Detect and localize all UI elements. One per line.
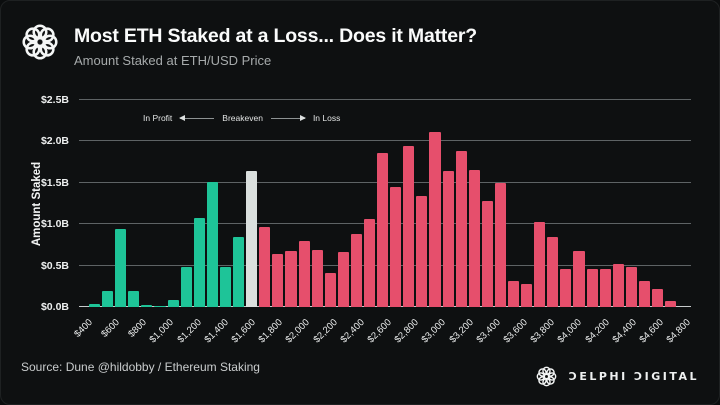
bar-$3,400 [481, 201, 493, 307]
bar-$800 [141, 304, 153, 307]
bar-$4,300 [599, 268, 611, 307]
x-tick-label: $2,800 [392, 317, 422, 346]
bar-$2,900 [416, 196, 428, 307]
bar-$2,300 [337, 251, 349, 307]
x-tick-label: $1,800 [256, 317, 286, 346]
bar-$500 [102, 291, 114, 307]
bar-$700 [128, 291, 140, 307]
bar-$3,800 [534, 221, 546, 307]
bar-$1,800 [272, 254, 284, 307]
breakeven-label: Breakeven [222, 113, 263, 123]
x-tick-label: $4,800 [664, 317, 694, 346]
y-tick-label: $2.0B [40, 135, 69, 148]
y-tick-label: $1.5B [40, 176, 69, 189]
source-credit: Source: Dune @hildobby / Ethereum Stakin… [21, 360, 260, 374]
y-axis-ticks: $0.0B $0.5B $1.0B $1.5B $2.0B $2.5B [1, 94, 73, 313]
bar-$4,200 [586, 268, 598, 307]
bar-$2,200 [324, 273, 336, 307]
bar-$2,500 [363, 219, 376, 307]
x-tick-label: $4,600 [637, 317, 666, 346]
page-title: Most ETH Staked at a Loss... Does it Mat… [74, 25, 477, 47]
page-subtitle: Amount Staked at ETH/USD Price [74, 53, 272, 68]
delphi-logo-icon [536, 366, 557, 387]
bars-group [89, 100, 677, 307]
arrow-left-icon [179, 114, 215, 121]
x-tick-label: $3,800 [528, 317, 558, 346]
bar-$1,700 [259, 226, 271, 307]
x-axis-ticks: $400 $600 $800 $1,000 $1,200 $1,400 $1,600 $1,8… [72, 310, 694, 358]
x-tick-label: $800 [126, 317, 150, 340]
bar-$1,500 [233, 236, 245, 307]
bar-$3,500 [494, 182, 506, 307]
x-tick-label: $1,200 [175, 317, 204, 346]
x-tick-label: $4,200 [583, 317, 612, 346]
bar-$2,800 [403, 145, 415, 307]
bar-$600 [115, 229, 127, 307]
bar-$1,400 [219, 267, 232, 307]
staked-eth-bar-chart: Amount Staked $0.0B $0.5B $1.0B $1.5B $2.0B $… [1, 94, 720, 359]
delphi-logo-icon [22, 24, 58, 60]
in-profit-label: In Profit [143, 113, 173, 123]
bar-$4,100 [573, 250, 585, 307]
bar-$2,000 [298, 240, 310, 307]
y-tick-label: $0.0B [40, 301, 69, 313]
x-tick-label: $400 [71, 317, 95, 340]
bar-$3,300 [468, 170, 480, 307]
bar-$3,000 [429, 132, 441, 307]
bar-$1,200 [193, 218, 205, 307]
x-tick-label: $3,400 [474, 317, 503, 346]
x-tick-label: $4,400 [610, 317, 639, 346]
bar-$4,600 [638, 281, 651, 307]
bar-$1,000 [167, 300, 179, 307]
bar-$400 [89, 303, 101, 307]
bar-$1,100 [180, 267, 192, 307]
y-tick-label: $2.5B [40, 94, 69, 106]
x-tick-label: $1,400 [202, 317, 231, 346]
bar-$1,600 [246, 171, 258, 307]
y-tick-label: $1.0B [40, 218, 69, 231]
x-tick-label: $600 [99, 317, 122, 340]
bar-$3,900 [547, 237, 559, 307]
bar-$3,200 [455, 151, 467, 307]
gridline [79, 99, 691, 100]
bar-$3,700 [521, 283, 533, 307]
gridline [79, 140, 691, 142]
arrow-right-icon [270, 114, 306, 121]
in-loss-label: In Loss [312, 113, 341, 123]
x-tick-label: $2,600 [365, 317, 394, 346]
bar-$2,100 [311, 249, 323, 307]
bar-$4,500 [625, 267, 637, 307]
bar-$2,600 [377, 153, 389, 307]
y-tick-label: $0.5B [40, 259, 69, 272]
x-tick-label: $3,600 [501, 317, 530, 346]
bar-$1,300 [206, 181, 218, 307]
bar-$3,600 [508, 281, 520, 307]
x-tick-label: $4,000 [555, 317, 585, 346]
plot-area: In Profit Breakeven In Loss [79, 99, 691, 307]
x-tick-label: $1,600 [229, 317, 258, 346]
bar-$900 [154, 306, 166, 307]
bar-$4,700 [652, 288, 664, 307]
x-tick-label: $3,000 [419, 317, 449, 346]
bar-$3,100 [442, 171, 454, 307]
bar-$2,700 [390, 186, 402, 307]
bar-$1,900 [285, 250, 297, 307]
header: Most ETH Staked at a Loss... Does it Mat… [1, 1, 720, 89]
x-tick-label: $2,200 [311, 317, 340, 346]
x-tick-label: $1,000 [147, 317, 177, 346]
bar-$4,400 [612, 263, 624, 307]
profit-loss-annotation: In Profit Breakeven In Loss [143, 113, 340, 123]
delphi-digital-brand: ƆELPHI ƆIGITAL [533, 363, 699, 390]
bar-$2,400 [350, 234, 362, 307]
x-tick-label: $2,400 [338, 317, 367, 346]
x-tick-label: $3,200 [447, 317, 476, 346]
brand-wordmark: ƆELPHI ƆIGITAL [568, 370, 699, 383]
bar-$4,000 [560, 268, 572, 307]
bar-$4,800 [665, 301, 677, 307]
x-tick-label: $2,000 [283, 317, 313, 346]
